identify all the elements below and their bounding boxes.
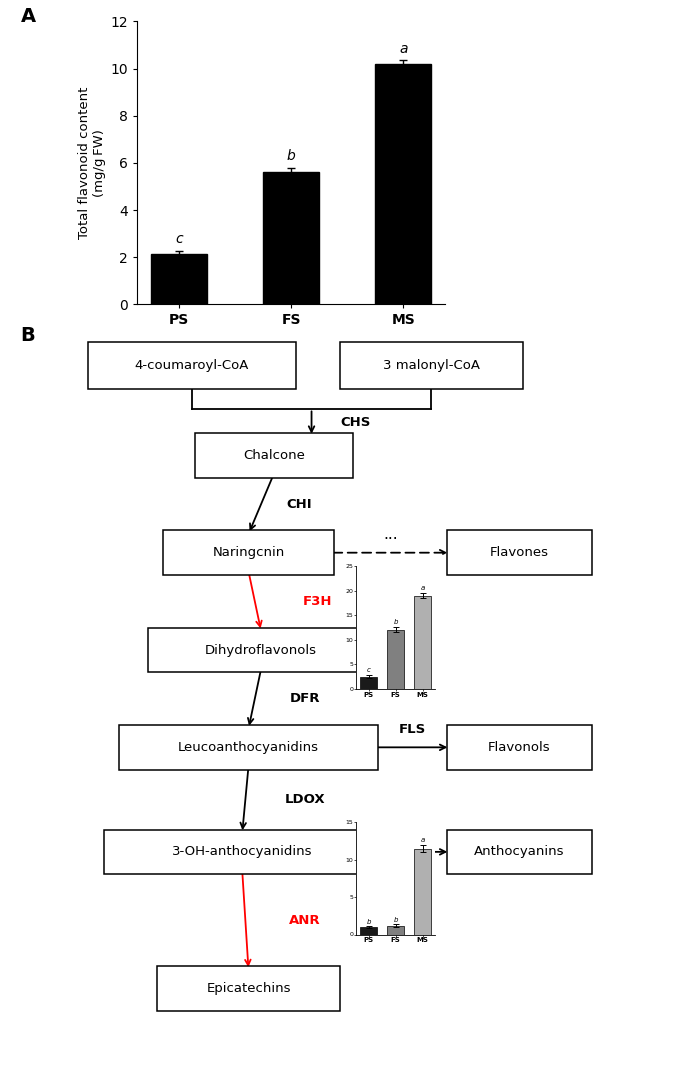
Text: ...: ... — [383, 528, 397, 543]
Text: A: A — [21, 7, 36, 27]
Text: 3-OH-anthocyanidins: 3-OH-anthocyanidins — [172, 846, 312, 859]
Text: LDOX: LDOX — [285, 794, 325, 806]
Bar — [375, 64, 432, 304]
Bar — [387, 926, 404, 934]
Text: b: b — [393, 619, 398, 626]
FancyBboxPatch shape — [88, 342, 296, 389]
FancyBboxPatch shape — [148, 628, 375, 673]
Text: F3H: F3H — [303, 595, 333, 608]
FancyBboxPatch shape — [119, 725, 377, 770]
Text: Leucoanthocyanidins: Leucoanthocyanidins — [178, 741, 319, 754]
Bar — [360, 677, 377, 689]
Bar — [263, 172, 319, 304]
FancyBboxPatch shape — [340, 342, 523, 389]
Text: b: b — [393, 917, 398, 923]
FancyBboxPatch shape — [157, 967, 340, 1011]
Text: 4-coumaroyl-CoA: 4-coumaroyl-CoA — [135, 359, 249, 372]
Text: Dihydroflavonols: Dihydroflavonols — [205, 644, 317, 657]
Text: c: c — [175, 232, 183, 246]
Bar — [151, 254, 207, 304]
Text: a: a — [399, 42, 408, 56]
Text: a: a — [421, 584, 425, 591]
Text: CHI: CHI — [286, 498, 312, 511]
Text: B: B — [21, 326, 36, 345]
Bar — [387, 630, 404, 689]
Text: Anthocyanins: Anthocyanins — [474, 846, 564, 859]
FancyBboxPatch shape — [164, 531, 334, 575]
Text: Flavones: Flavones — [490, 546, 549, 560]
FancyBboxPatch shape — [447, 531, 592, 575]
Text: Flavonols: Flavonols — [488, 741, 551, 754]
Text: b: b — [366, 918, 371, 925]
Text: UGFT: UGFT — [394, 828, 434, 841]
FancyBboxPatch shape — [447, 830, 592, 875]
Text: b: b — [287, 148, 295, 163]
Text: c: c — [366, 668, 371, 673]
Text: Epicatechins: Epicatechins — [206, 983, 290, 995]
FancyBboxPatch shape — [447, 725, 592, 770]
FancyBboxPatch shape — [195, 433, 353, 477]
Text: 3 malonyl-CoA: 3 malonyl-CoA — [383, 359, 479, 372]
Text: DFR: DFR — [290, 692, 321, 705]
Text: FLS: FLS — [399, 723, 426, 736]
Text: ANR: ANR — [290, 914, 321, 927]
FancyBboxPatch shape — [103, 830, 381, 875]
Text: CHS: CHS — [340, 417, 371, 429]
Bar — [414, 848, 432, 934]
Bar — [360, 927, 377, 934]
Bar — [414, 596, 432, 689]
Y-axis label: Total flavonoid content
(mg/g FW): Total flavonoid content (mg/g FW) — [78, 87, 106, 239]
Text: Chalcone: Chalcone — [242, 449, 305, 461]
Text: Naringcnin: Naringcnin — [212, 546, 285, 560]
Text: a: a — [421, 837, 425, 844]
